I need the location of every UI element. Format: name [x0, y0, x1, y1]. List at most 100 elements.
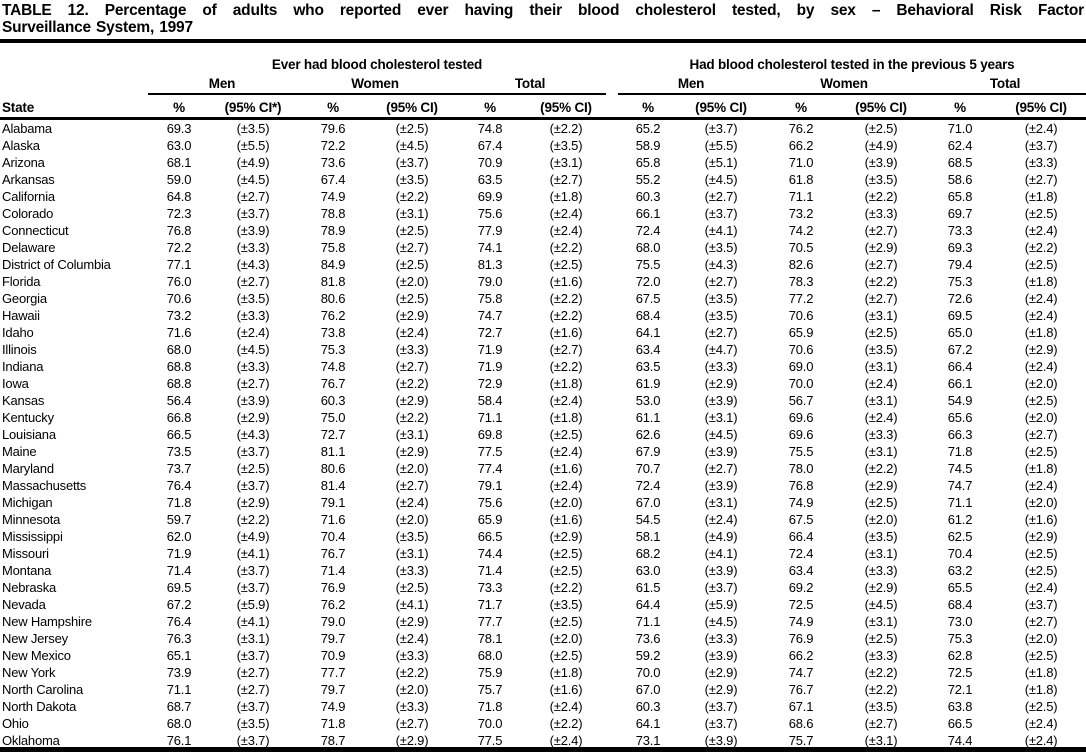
table-row: Mississippi 62.0 (±4.9) 70.4 (±3.5) 66.5…: [0, 528, 1086, 545]
cell-value: 58.1: [635, 529, 661, 544]
cell-value: 61.5: [635, 580, 661, 595]
cell-value: (±3.7): [236, 580, 270, 595]
cell-value: 66.1: [635, 206, 661, 221]
cell-value: (±3.9): [236, 223, 270, 238]
cell-value: (±3.5): [864, 699, 898, 714]
cell-value: 72.3: [166, 206, 192, 221]
cell-value: (±2.5): [1024, 563, 1058, 578]
cell-value: 64.1: [635, 325, 661, 340]
cell-value: (±2.7): [236, 682, 270, 697]
cell-value: 58.6: [947, 172, 973, 187]
cell-value: (±2.4): [1024, 478, 1058, 493]
cell-value: 72.6: [947, 291, 973, 306]
state-name: New York: [2, 665, 56, 680]
cell-value: (±3.1): [395, 206, 429, 221]
table-row: Hawaii 73.2 (±3.3) 76.2 (±2.9) 74.7 (±2.…: [0, 307, 1086, 324]
cell-value: (±3.3): [864, 427, 898, 442]
cell-value: 71.1: [788, 189, 814, 204]
cell-value: 70.6: [166, 291, 192, 306]
cell-value: (±4.1): [395, 597, 429, 612]
cell-value: (±2.0): [395, 461, 429, 476]
cell-value: (±1.6): [549, 512, 583, 527]
cell-value: 69.8: [477, 427, 503, 442]
cell-value: (±2.5): [864, 495, 898, 510]
cell-value: 78.9: [320, 223, 346, 238]
cell-value: 63.2: [947, 563, 973, 578]
cell-value: (±2.5): [1024, 444, 1058, 459]
cell-value: (±2.2): [395, 376, 429, 391]
cell-value: 76.8: [788, 478, 814, 493]
cell-value: 73.7: [166, 461, 192, 476]
cell-value: (±3.5): [236, 121, 270, 136]
group-gap-spacer: [606, 119, 618, 138]
cell-value: 71.4: [320, 563, 346, 578]
cell-value: (±2.5): [549, 257, 583, 272]
cell-value: (±2.5): [1024, 257, 1058, 272]
group-gap-spacer: [606, 681, 618, 698]
cell-value: 71.0: [788, 155, 814, 170]
cell-value: (±3.5): [236, 291, 270, 306]
col-header-ci: (95% CI): [370, 94, 454, 120]
table-row: Massachusetts 76.4 (±3.7) 81.4 (±2.7) 79…: [0, 477, 1086, 494]
cell-value: (±2.7): [864, 223, 898, 238]
cell-value: 76.8: [166, 223, 192, 238]
cell-value: (±3.1): [864, 614, 898, 629]
cell-value: (±2.2): [549, 359, 583, 374]
group-gap-spacer: [606, 545, 618, 562]
subgroup-ever-total: Total: [454, 72, 607, 95]
cell-value: (±2.4): [1024, 580, 1058, 595]
cell-value: 84.9: [320, 257, 346, 272]
cell-value: 81.1: [320, 444, 346, 459]
cell-value: 68.1: [166, 155, 192, 170]
cell-value: 70.4: [320, 529, 346, 544]
cell-value: (±3.7): [236, 733, 270, 748]
cell-value: (±2.5): [549, 648, 583, 663]
cell-value: (±2.4): [1024, 291, 1058, 306]
cell-value: 77.9: [477, 223, 503, 238]
cell-value: 71.8: [166, 495, 192, 510]
cell-value: 79.7: [320, 631, 346, 646]
table-row: Connecticut 76.8 (±3.9) 78.9 (±2.5) 77.9…: [0, 222, 1086, 239]
cell-value: (±3.3): [395, 563, 429, 578]
cell-value: (±3.1): [864, 444, 898, 459]
cell-value: (±4.5): [236, 172, 270, 187]
cell-value: (±2.2): [236, 512, 270, 527]
cell-value: (±1.8): [1024, 325, 1058, 340]
cell-value: 62.6: [635, 427, 661, 442]
cell-value: (±3.1): [864, 308, 898, 323]
subgroup-ever-men: Men: [148, 72, 296, 95]
cell-value: (±2.7): [864, 291, 898, 306]
cell-value: 68.8: [166, 376, 192, 391]
cell-value: (±2.7): [704, 461, 738, 476]
cell-value: 59.2: [635, 648, 661, 663]
cell-value: (±1.6): [549, 274, 583, 289]
cell-value: 73.8: [320, 325, 346, 340]
cholesterol-table: Ever had blood cholesterol tested Had bl…: [0, 54, 1086, 749]
cell-value: 58.4: [477, 393, 503, 408]
cell-value: 71.1: [635, 614, 661, 629]
table-row: Maine 73.5 (±3.7) 81.1 (±2.9) 77.5 (±2.4…: [0, 443, 1086, 460]
table-row: Nebraska 69.5 (±3.7) 76.9 (±2.5) 73.3 (±…: [0, 579, 1086, 596]
cell-value: 79.1: [477, 478, 503, 493]
cell-value: (±3.9): [236, 393, 270, 408]
cell-value: 69.0: [788, 359, 814, 374]
cell-value: 73.1: [635, 733, 661, 748]
cell-value: (±2.7): [864, 257, 898, 272]
state-name: Michigan: [2, 495, 53, 510]
cell-value: 69.6: [788, 410, 814, 425]
cell-value: 76.1: [166, 733, 192, 748]
cell-value: 69.6: [788, 427, 814, 442]
column-header-row: State % (95% CI*) % (95% CI) % (95% CI) …: [0, 94, 1086, 120]
state-name: Georgia: [2, 291, 47, 306]
state-name: Kansas: [2, 393, 45, 408]
cell-value: 65.2: [635, 121, 661, 136]
cell-value: 74.9: [320, 699, 346, 714]
cell-value: 70.9: [477, 155, 503, 170]
cell-value: (±3.3): [704, 359, 738, 374]
cell-value: (±2.0): [395, 274, 429, 289]
cell-value: 64.4: [635, 597, 661, 612]
cell-value: (±1.8): [1024, 189, 1058, 204]
table-row: Ohio 68.0 (±3.5) 71.8 (±2.7) 70.0 (±2.2)…: [0, 715, 1086, 732]
cell-value: (±3.3): [395, 648, 429, 663]
table-row: Arkansas 59.0 (±4.5) 67.4 (±3.5) 63.5 (±…: [0, 171, 1086, 188]
